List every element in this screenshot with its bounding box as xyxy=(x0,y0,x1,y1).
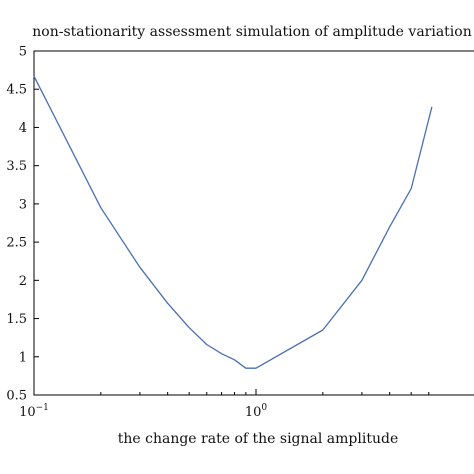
series-layer xyxy=(33,75,433,369)
x-tick-label: 10−1 xyxy=(19,403,49,420)
y-tick-label: 1 xyxy=(19,350,27,365)
x-axis: 10−1 100 xyxy=(19,389,430,420)
x-tick-exponent: 0 xyxy=(261,403,267,413)
y-axis: 0.5 1 1.5 2 2.5 3 3.5 4 4.5 5 xyxy=(6,45,39,404)
y-tick-label: 4.5 xyxy=(6,83,27,98)
y-tick-label: 3 xyxy=(19,197,27,212)
y-tick-label: 4 xyxy=(19,121,27,136)
x-tick-exponent: −1 xyxy=(36,403,49,413)
plot-frame xyxy=(33,50,474,396)
series-line xyxy=(33,75,433,369)
y-tick-label: 5 xyxy=(19,45,27,60)
y-tick-label: 0.5 xyxy=(6,389,27,404)
x-tick-base: 10 xyxy=(19,405,36,420)
x-tick-base: 10 xyxy=(245,405,262,420)
y-tick-label: 2 xyxy=(19,274,27,289)
x-axis-label: the change rate of the signal amplitude xyxy=(118,431,398,447)
x-tick-label: 100 xyxy=(245,403,268,420)
y-tick-label: 2.5 xyxy=(6,236,27,251)
chart-title: non-stationarity assessment simulation o… xyxy=(32,24,471,40)
y-tick-label: 3.5 xyxy=(6,159,27,174)
y-tick-label: 1.5 xyxy=(6,312,27,327)
